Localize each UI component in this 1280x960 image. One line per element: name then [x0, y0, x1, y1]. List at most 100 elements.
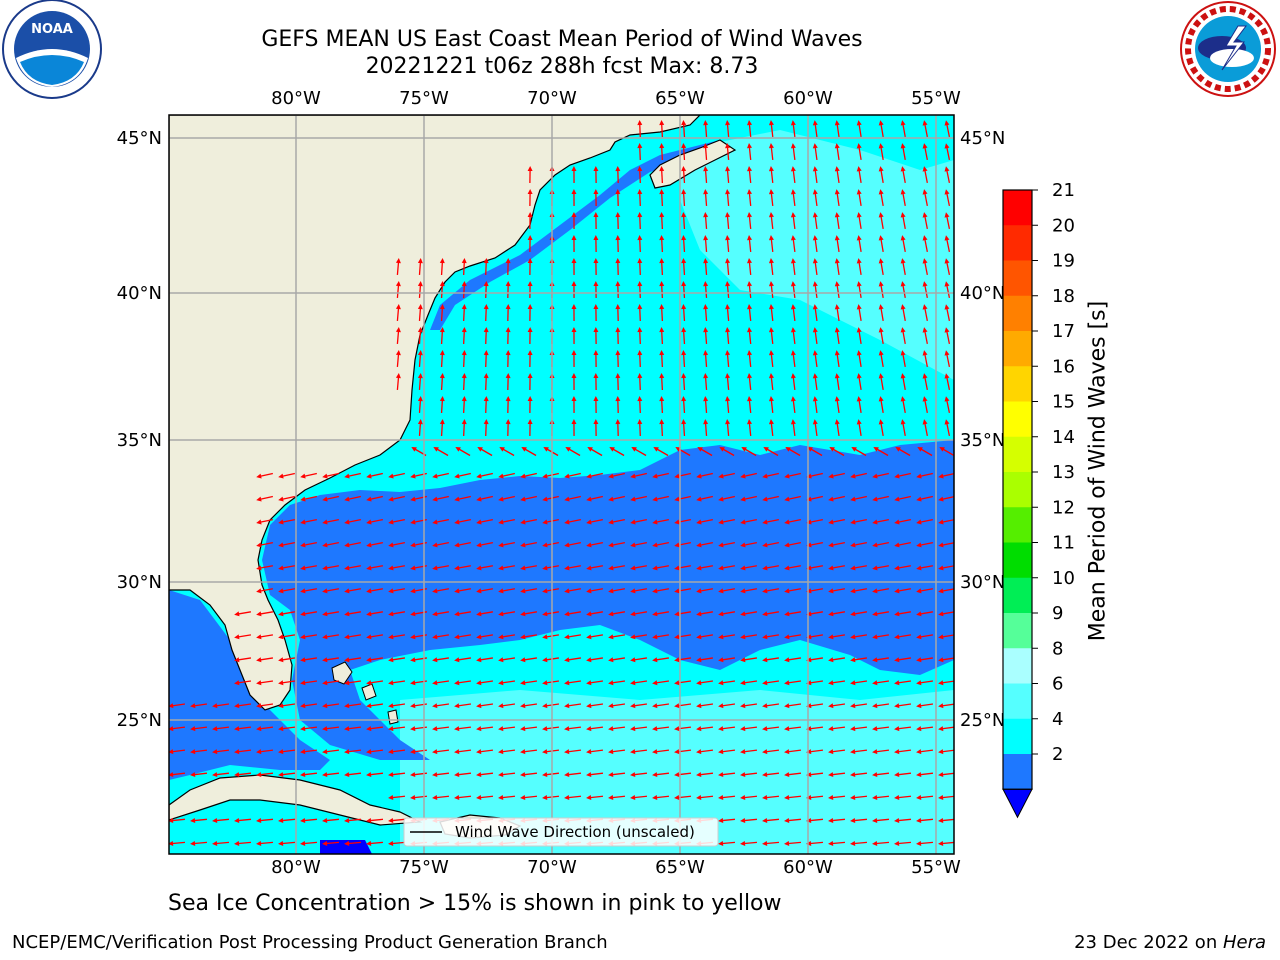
- wave-arrow-head: [894, 726, 900, 732]
- wave-arrow: [258, 657, 274, 661]
- wave-arrow-head: [681, 281, 687, 287]
- wave-arrow-head: [850, 588, 856, 594]
- wave-arrow-head: [542, 795, 548, 801]
- wave-arrow: [522, 680, 538, 684]
- footer-date: 23 Dec 2022 on Hera: [1074, 932, 1266, 953]
- wave-arrow: [566, 726, 582, 730]
- wave-arrow: [853, 542, 867, 546]
- wave-arrow: [479, 565, 493, 569]
- wave-arrow-head: [851, 447, 857, 452]
- wave-arrow: [704, 237, 708, 253]
- wave-arrow: [523, 495, 537, 501]
- wave-arrow-head: [659, 419, 665, 425]
- wave-arrow-head: [790, 350, 796, 356]
- wave-arrow-head: [630, 519, 636, 525]
- wave-arrow-head: [169, 703, 174, 709]
- wave-arrow: [830, 588, 846, 592]
- wave-arrow: [698, 795, 714, 799]
- wave-arrow-head: [916, 565, 922, 571]
- wave-arrow: [660, 214, 664, 230]
- wave-arrow: [726, 398, 730, 414]
- wave-arrow-head: [784, 840, 790, 846]
- wave-arrow: [875, 518, 889, 524]
- wave-arrow: [566, 588, 582, 592]
- wave-arrow-head: [521, 447, 527, 452]
- wave-arrow: [941, 565, 954, 569]
- wave-arrow: [792, 329, 796, 345]
- wave-arrow: [632, 611, 648, 615]
- wave-arrow: [457, 472, 471, 478]
- wave-arrow-head: [439, 304, 445, 310]
- wave-arrow-head: [703, 350, 709, 356]
- wave-arrow: [924, 215, 928, 229]
- wave-arrow: [830, 634, 846, 638]
- wave-arrow-head: [790, 143, 796, 149]
- wave-arrow-head: [527, 304, 533, 310]
- wave-arrow: [941, 542, 954, 546]
- wave-arrow: [368, 749, 384, 753]
- wave-arrow-head: [608, 680, 614, 686]
- wave-arrow-head: [900, 166, 906, 172]
- wave-arrow-head: [944, 166, 950, 172]
- lon-label-bottom: 55°W: [911, 857, 961, 878]
- wave-arrow-head: [718, 795, 724, 801]
- wave-arrow-head: [696, 680, 702, 686]
- wave-arrow-head: [894, 795, 900, 801]
- wave-arrow-head: [388, 473, 394, 479]
- wave-arrow-head: [439, 396, 445, 402]
- wave-arrow-head: [894, 611, 900, 617]
- wave-arrow-head: [878, 373, 884, 379]
- wave-arrow: [720, 611, 736, 615]
- wave-arrow: [699, 495, 713, 501]
- wave-arrow-head: [234, 817, 240, 823]
- wave-arrow-head: [894, 840, 900, 846]
- wave-arrow: [478, 680, 494, 684]
- wave-arrow: [302, 818, 318, 822]
- wave-arrow-head: [256, 611, 262, 617]
- wave-arrow-head: [790, 419, 796, 425]
- wave-arrow-head: [850, 795, 856, 801]
- wave-arrow-head: [725, 189, 731, 195]
- wave-arrow: [809, 565, 823, 569]
- wave-arrow: [852, 611, 868, 615]
- wave-arrow: [924, 399, 928, 413]
- wave-arrow-head: [718, 840, 724, 846]
- wave-arrow: [522, 657, 538, 661]
- wave-arrow-head: [922, 373, 928, 379]
- wave-arrow: [368, 611, 384, 615]
- wave-arrow-head: [900, 235, 906, 241]
- wave-arrow: [880, 237, 884, 253]
- wave-arrow: [325, 518, 339, 524]
- wave-arrow-head: [894, 657, 900, 663]
- wave-arrow: [456, 726, 472, 730]
- wave-arrow-head: [718, 703, 724, 709]
- wave-arrow-head: [916, 817, 922, 823]
- wave-arrow: [396, 329, 400, 345]
- wave-arrow-head: [938, 772, 944, 778]
- wave-arrow: [302, 841, 318, 845]
- wave-arrow: [589, 495, 603, 501]
- wave-arrow: [655, 518, 669, 524]
- lon-label-top: 75°W: [399, 88, 449, 109]
- wave-arrow: [192, 749, 208, 753]
- wave-arrow-head: [938, 657, 944, 663]
- wave-arrow: [858, 398, 862, 414]
- wave-arrow-head: [850, 840, 856, 846]
- wave-arrow: [522, 749, 538, 753]
- wave-arrow: [880, 168, 884, 184]
- wave-arrow-head: [608, 634, 614, 640]
- wave-arrow-head: [768, 327, 774, 333]
- colorbar-segment: [1003, 542, 1032, 579]
- wave-arrow-head: [278, 611, 284, 617]
- wave-arrow: [902, 214, 906, 230]
- wave-arrow: [770, 283, 774, 299]
- wave-arrow-head: [417, 258, 423, 264]
- wave-arrow: [391, 565, 405, 569]
- wave-arrow-head: [703, 304, 709, 310]
- wave-arrow-head: [944, 235, 950, 241]
- wave-arrow: [896, 611, 912, 615]
- wave-arrow-head: [461, 373, 467, 379]
- wave-arrow-head: [812, 166, 818, 172]
- wave-arrow: [302, 588, 318, 592]
- wave-arrow-head: [169, 749, 174, 755]
